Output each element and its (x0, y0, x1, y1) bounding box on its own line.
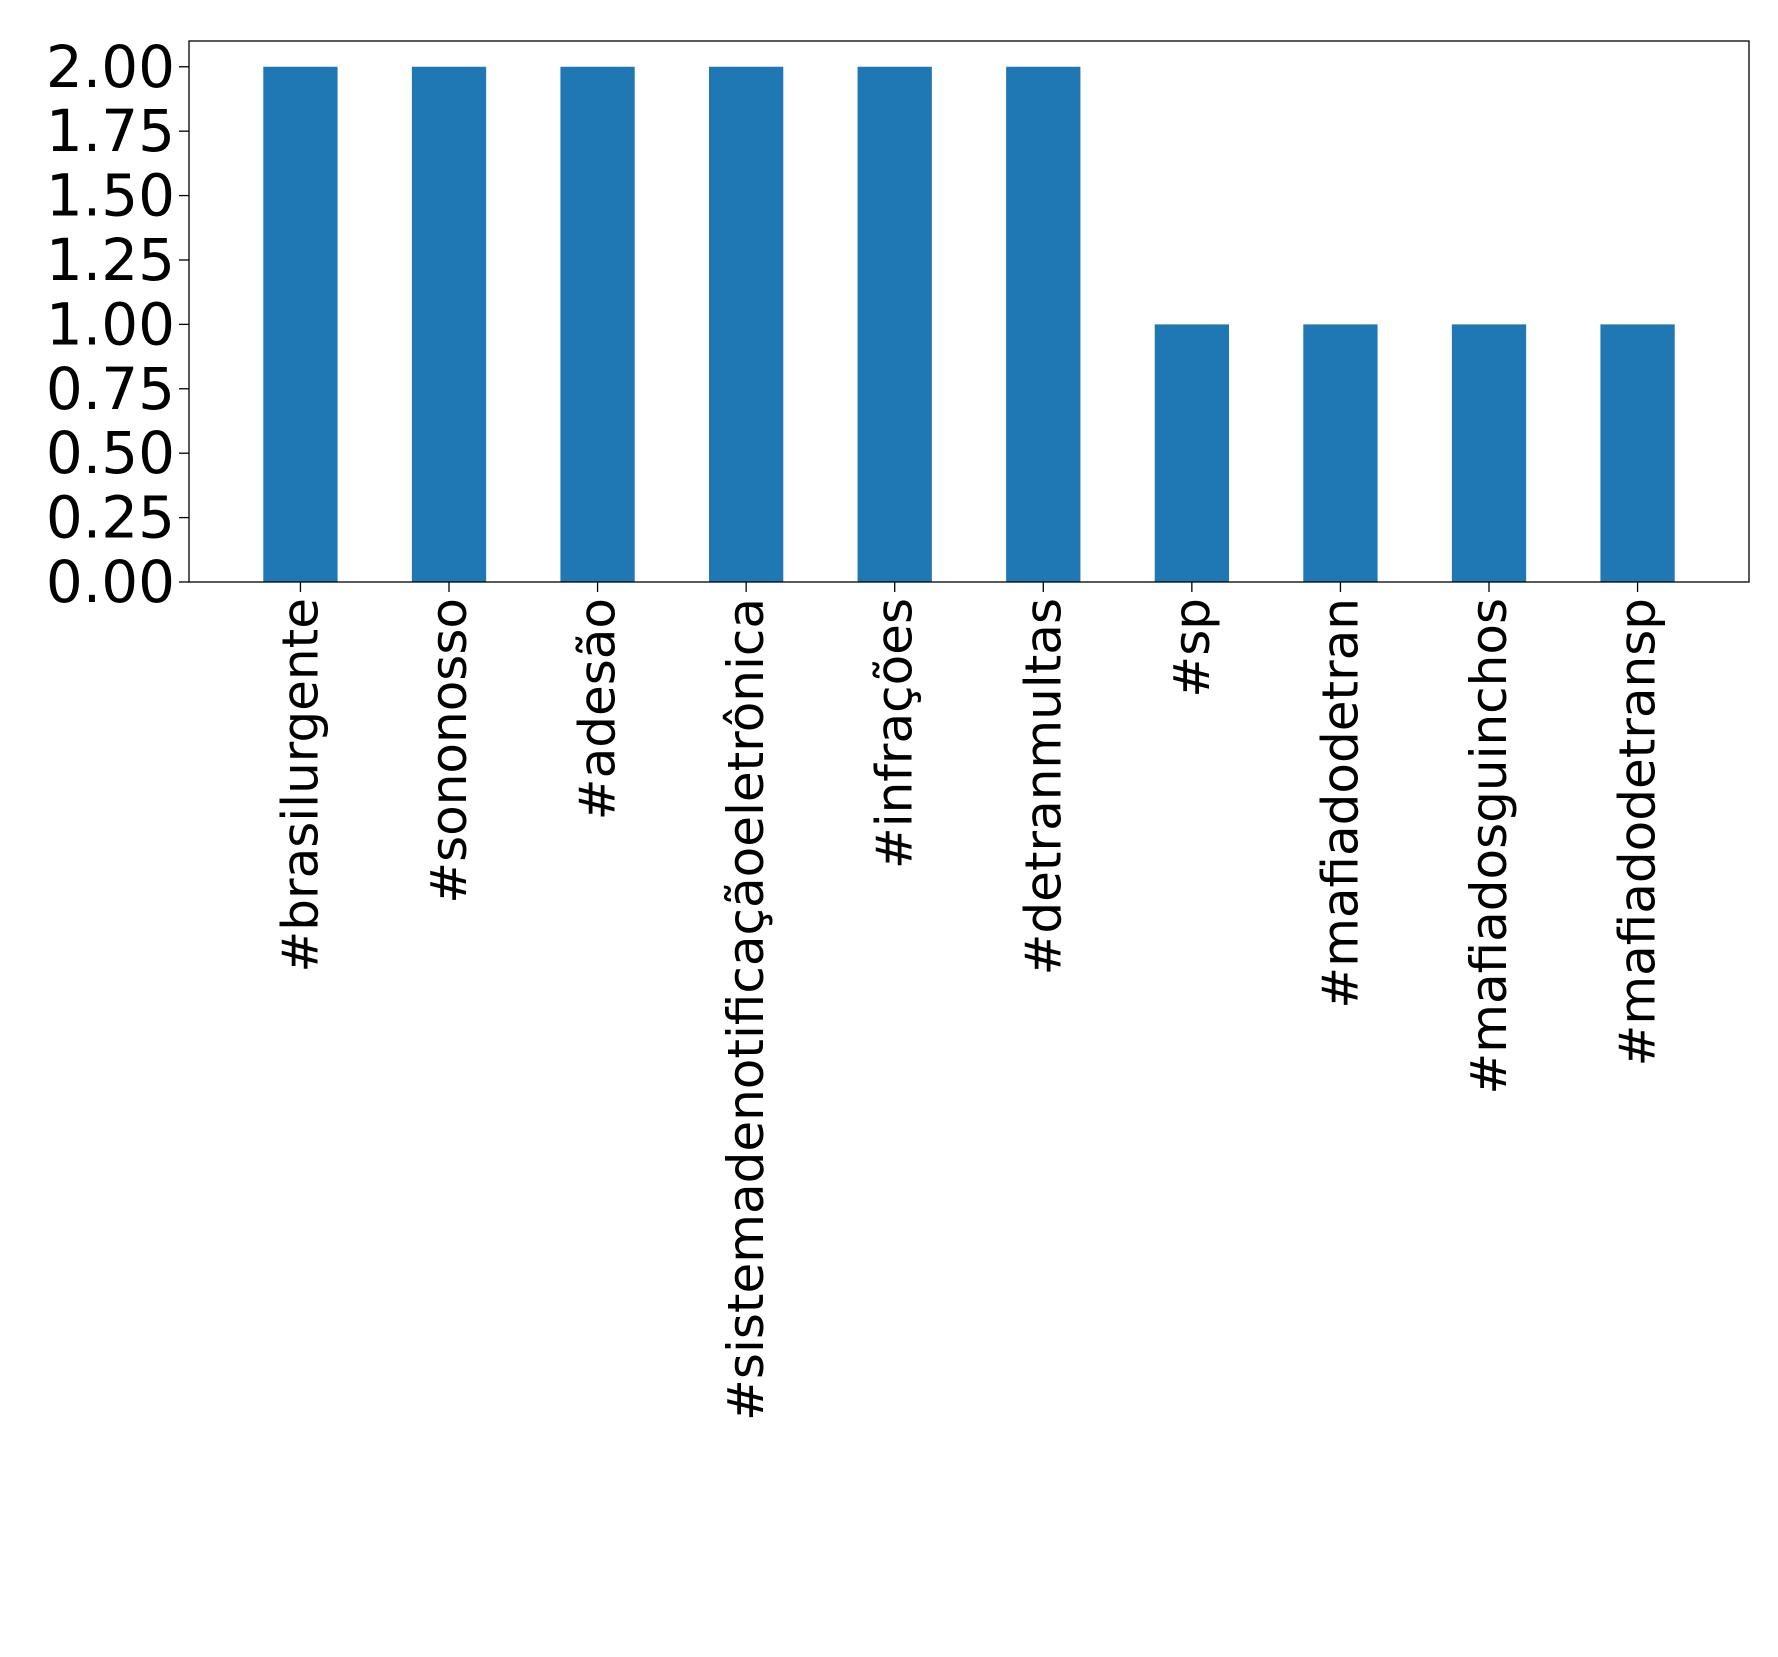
bar-0 (263, 66, 338, 582)
bars-group (263, 66, 1675, 582)
y-tick-label: 0.75 (46, 355, 175, 423)
y-tick-label: 1.25 (46, 226, 175, 294)
y-tick-label: 1.00 (46, 290, 175, 358)
bar-3 (709, 66, 784, 582)
x-tick-label: #sistemadenotificaçãoeletrônica (717, 598, 775, 1421)
x-tick-label: #infrações (866, 598, 924, 869)
x-tick-label: #detranmultas (1014, 598, 1072, 975)
y-tick-label: 0.00 (46, 548, 175, 616)
y-tick-label: 0.50 (46, 419, 175, 487)
bar-4 (857, 66, 932, 582)
y-axis-ticks: 0.000.250.500.751.001.251.501.752.00 (46, 33, 189, 616)
y-tick-label: 1.75 (46, 97, 175, 165)
bar-7 (1303, 324, 1378, 582)
bar-2 (560, 66, 635, 582)
y-tick-label: 2.00 (46, 33, 175, 101)
x-tick-label: #brasilurgente (271, 598, 329, 973)
bar-1 (411, 66, 487, 582)
y-tick-label: 0.25 (46, 484, 175, 552)
y-tick-label: 1.50 (46, 162, 175, 230)
x-axis-ticks: #brasilurgente #sononosso #adesão #sistemad… (271, 582, 1667, 1421)
x-tick-label: #sp (1163, 598, 1221, 698)
bar-9 (1600, 324, 1675, 582)
bar-8 (1451, 324, 1527, 582)
x-tick-label: #mafiadodetran (1311, 598, 1369, 1009)
plot-frame (188, 40, 1750, 583)
x-tick-label: #adesão (569, 598, 627, 820)
x-tick-label: #mafiadosguinchos (1460, 598, 1518, 1095)
x-tick-label: #sononosso (420, 598, 478, 904)
bar-6 (1154, 324, 1229, 582)
bar-5 (1006, 66, 1081, 582)
x-tick-label: #mafiadodetransp (1609, 598, 1667, 1066)
